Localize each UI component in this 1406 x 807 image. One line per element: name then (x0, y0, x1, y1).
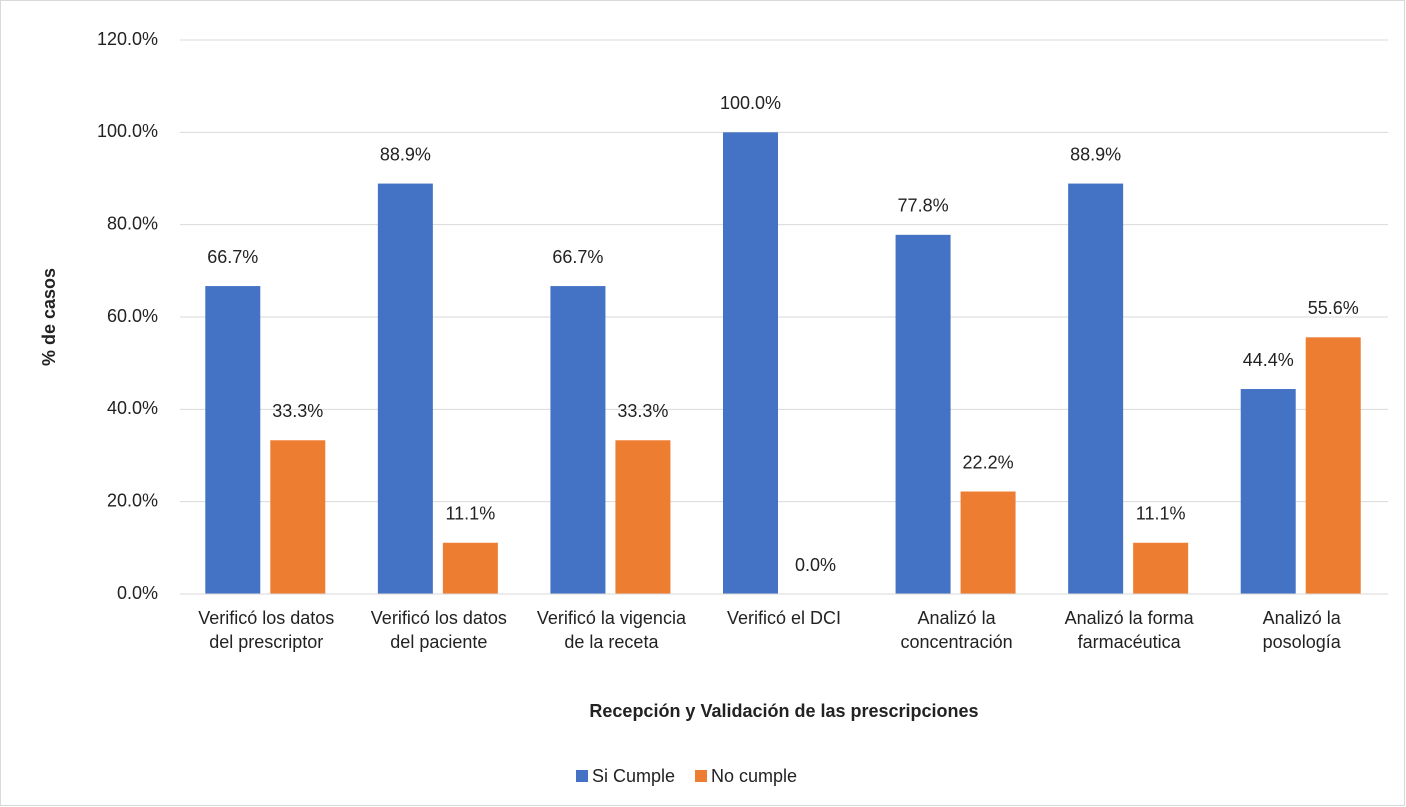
legend-swatch (695, 770, 708, 782)
legend-swatch (576, 770, 588, 782)
x-tick-label: Verificó los datos del prescriptor (198, 608, 335, 652)
legend-label: No cumple (711, 766, 797, 786)
legend-label: Si Cumple (592, 766, 675, 786)
data-label: 88.9% (1070, 144, 1121, 164)
y-tick-label: 60.0% (107, 306, 158, 326)
data-label: 11.1% (446, 504, 496, 524)
bar (1305, 337, 1361, 594)
x-tick-label: Analizó la posología (1262, 608, 1341, 652)
x-tick-label: Verificó los datos del paciente (370, 608, 507, 652)
data-label: 33.3% (272, 401, 323, 421)
bar (270, 440, 326, 594)
data-label: 55.6% (1308, 298, 1359, 318)
y-tick-label: 100.0% (97, 121, 158, 141)
y-tick-label: 20.0% (107, 490, 158, 510)
data-label: 22.2% (963, 452, 1014, 472)
x-tick-label: Verificó el DCI (726, 608, 842, 628)
data-label: 44.4% (1243, 350, 1294, 370)
data-label: 66.7% (207, 247, 258, 267)
y-tick-label: 80.0% (107, 213, 158, 233)
y-tick-label: 0.0% (117, 583, 158, 603)
y-axis-label: % de casos (39, 268, 59, 366)
x-tick-label: Analizó la concentración (900, 608, 1013, 652)
bar (1240, 389, 1296, 594)
data-label: 88.9% (380, 144, 431, 164)
bar (615, 440, 671, 594)
data-label: 33.3% (617, 401, 668, 421)
bar (550, 286, 606, 594)
bar (960, 491, 1016, 594)
x-tick-label: Analizó la forma farmacéutica (1064, 608, 1194, 652)
x-tick-label: Verificó la vigencia de la receta (536, 608, 686, 652)
y-tick-label: 120.0% (97, 29, 158, 49)
data-label: 11.1% (1136, 504, 1186, 524)
bar (723, 132, 778, 595)
x-axis-label: Recepción y Validación de las prescripci… (589, 701, 978, 721)
bar (1068, 183, 1124, 594)
bar (205, 286, 261, 594)
data-label: 0.0% (795, 555, 836, 575)
data-label: 100.0% (720, 93, 781, 113)
data-label: 77.8% (898, 196, 949, 216)
data-label: 66.7% (552, 247, 603, 267)
bar (442, 542, 498, 594)
y-tick-label: 40.0% (107, 398, 158, 418)
bar (377, 183, 433, 594)
bar (895, 234, 951, 594)
bar (1133, 542, 1189, 594)
